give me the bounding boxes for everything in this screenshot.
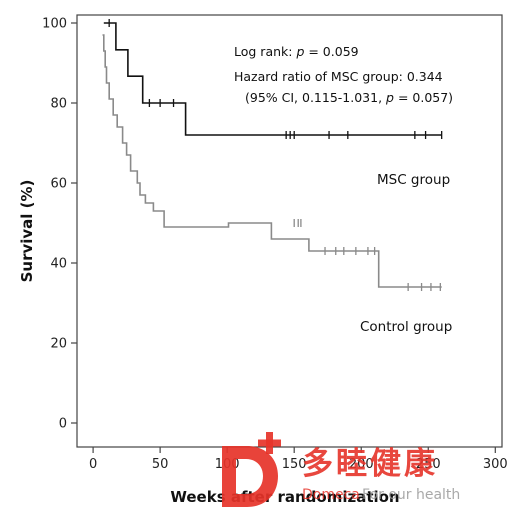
- y-tick-label-20: 20: [50, 337, 67, 352]
- series-0: [103, 19, 443, 139]
- axes: [76, 14, 503, 448]
- series-1: [102, 34, 442, 291]
- x-tick-label-150: 150: [282, 457, 307, 472]
- tick-marks: 020406080100050100150200250300: [42, 17, 508, 473]
- watermark-tagline: For our health: [362, 487, 460, 503]
- watermark-brand-latin: Domeca: [302, 487, 360, 503]
- x-tick-label-200: 200: [349, 457, 374, 472]
- domeca-logo-icon: [222, 432, 281, 507]
- log-rank-annotation: Log rank: p = 0.059: [234, 44, 359, 59]
- x-tick-label-0: 0: [89, 457, 97, 472]
- y-tick-label-0: 0: [59, 417, 67, 432]
- x-tick-label-250: 250: [416, 457, 441, 472]
- series-label-msc: MSC group: [377, 172, 450, 188]
- x-tick-label-300: 300: [483, 457, 508, 472]
- y-tick-label-80: 80: [50, 97, 67, 112]
- series-line-1: [102, 34, 442, 288]
- hazard-ratio-annotation: Hazard ratio of MSC group: 0.344: [234, 69, 443, 84]
- series-layer: [102, 19, 443, 291]
- plot-frame: [76, 14, 503, 448]
- watermark-brand-cn: 多睦健康: [302, 446, 438, 482]
- y-tick-label-60: 60: [50, 177, 67, 192]
- series-label-control: Control group: [360, 319, 452, 335]
- y-tick-label-40: 40: [50, 257, 67, 272]
- domeca-watermark: 多睦健康 Domeca For our health: [222, 432, 460, 507]
- y-axis-title: Survival (%): [18, 180, 36, 283]
- ci-annotation: (95% CI, 0.115-1.031, p = 0.057): [245, 90, 453, 105]
- y-tick-label-100: 100: [42, 17, 67, 32]
- x-tick-label-50: 50: [152, 457, 169, 472]
- series-line-0: [103, 22, 442, 136]
